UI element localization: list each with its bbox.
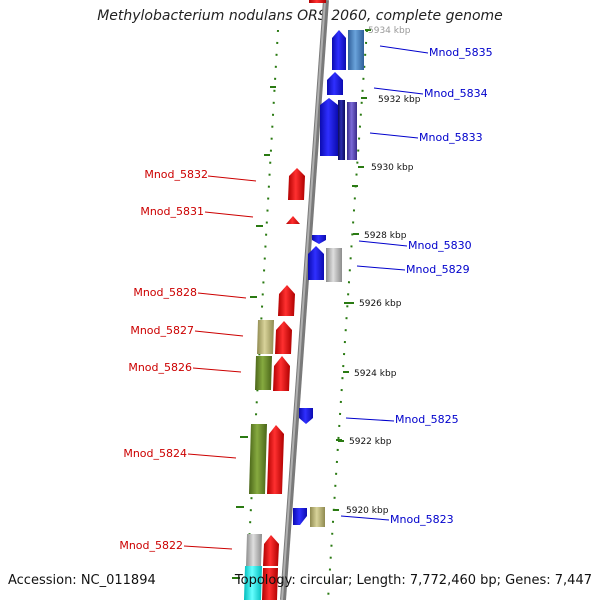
gene-label: Mnod_5830 bbox=[408, 239, 472, 252]
gene-mnod-5823 bbox=[293, 508, 307, 525]
gene-label: Mnod_5825 bbox=[395, 413, 459, 426]
gene-mnod-5828 bbox=[278, 285, 295, 316]
plus-leaders bbox=[340, 45, 429, 521]
gene-mnod-5826 bbox=[255, 356, 272, 390]
minus-leaders bbox=[183, 175, 257, 550]
gc-track-left bbox=[245, 29, 279, 600]
gene-top-red bbox=[309, 0, 326, 3]
gene-mnod-5822 bbox=[246, 534, 262, 566]
gene-mnod-5822b bbox=[263, 535, 279, 566]
gene-label: Mnod_5824 bbox=[123, 447, 187, 460]
gene-label: Mnod_5834 bbox=[424, 87, 488, 100]
gene-mnod-5830 bbox=[312, 235, 326, 244]
gene-label: Mnod_5831 bbox=[140, 205, 204, 218]
gene-mnod-5824 bbox=[249, 424, 267, 494]
tick-label: 5932 kbp bbox=[378, 95, 421, 105]
gene-label: Mnod_5833 bbox=[419, 131, 483, 144]
gene-mnod-5827 bbox=[257, 320, 274, 354]
gc-skew-dashes bbox=[232, 86, 358, 579]
gene-mnod-5832 bbox=[288, 168, 305, 200]
tick-label: 5928 kbp bbox=[364, 231, 407, 241]
tick-label: 5934 kbp bbox=[368, 26, 411, 36]
tick-label: 5926 kbp bbox=[359, 299, 402, 309]
gene-mnod-5823b bbox=[310, 507, 325, 527]
gene-mnod-5833b bbox=[338, 100, 345, 160]
gene-mnod-5835 bbox=[332, 30, 346, 70]
tick-labels: 5934 kbp 5932 kbp 5930 kbp 5928 kbp 5926… bbox=[346, 26, 421, 516]
genome-backbone bbox=[280, 0, 329, 600]
gene-5821-cyan bbox=[244, 566, 262, 600]
gene-label: Mnod_5828 bbox=[133, 286, 197, 299]
tick-label: 5920 kbp bbox=[346, 506, 389, 516]
gene-mnod-5826b bbox=[273, 356, 290, 391]
minus-strand-genes[interactable] bbox=[244, 0, 326, 600]
gene-label: Mnod_5822 bbox=[119, 539, 183, 552]
minus-gene-labels[interactable]: Mnod_5832 Mnod_5831 Mnod_5828 Mnod_5827 … bbox=[119, 168, 208, 552]
accession-text: Accession: NC_011894 bbox=[8, 573, 156, 588]
tick-label: 5924 kbp bbox=[354, 369, 397, 379]
gene-mnod-5834 bbox=[327, 72, 343, 95]
plus-strand-genes[interactable] bbox=[293, 30, 364, 527]
gene-label: Mnod_5829 bbox=[406, 263, 470, 276]
tick-label: 5922 kbp bbox=[349, 437, 392, 447]
gene-label: Mnod_5835 bbox=[429, 46, 493, 59]
gene-5821-red bbox=[262, 568, 278, 600]
genome-backbone-highlight bbox=[281, 0, 326, 600]
gene-label: Mnod_5827 bbox=[130, 324, 194, 337]
gene-mnod-5827b bbox=[275, 321, 292, 354]
gene-mnod-5825 bbox=[299, 408, 313, 424]
gene-mnod-5829 bbox=[308, 246, 324, 280]
tick-label: 5930 kbp bbox=[371, 163, 414, 173]
tick-marks bbox=[333, 29, 371, 511]
gene-mnod-5831 bbox=[286, 216, 300, 224]
gene-label: Mnod_5832 bbox=[144, 168, 208, 181]
gene-label: Mnod_5823 bbox=[390, 513, 454, 526]
gene-mnod-5824b bbox=[267, 425, 284, 494]
gene-mnod-5833 bbox=[320, 98, 338, 156]
gene-mnod-5833c bbox=[347, 102, 357, 160]
gene-label: Mnod_5826 bbox=[128, 361, 192, 374]
map-title: Methylobacterium nodulans ORS 2060, comp… bbox=[97, 8, 503, 24]
gene-mnod-5835b bbox=[348, 30, 364, 70]
plus-gene-labels[interactable]: Mnod_5835 Mnod_5834 Mnod_5833 Mnod_5830 … bbox=[390, 46, 493, 526]
topology-text: Topology: circular; Length: 7,772,460 bp… bbox=[234, 573, 592, 588]
gene-mnod-5829b bbox=[326, 248, 342, 282]
